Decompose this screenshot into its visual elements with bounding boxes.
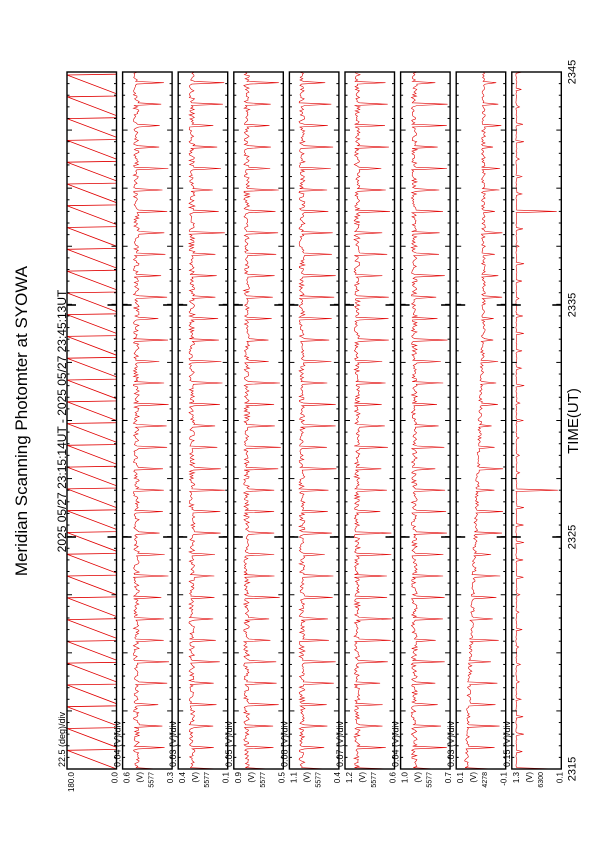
panel-9-wavelength: 6300	[538, 772, 545, 788]
panel-2-wavelength: 5577	[149, 772, 156, 788]
panel-8-wavelength: 4278	[482, 772, 489, 788]
x-tick-label: 2345	[566, 60, 578, 84]
panel-6-trace	[353, 71, 392, 770]
panel-5-unit: (V)	[302, 772, 311, 783]
x-tick-label: 2325	[566, 525, 578, 549]
panel-4-ytick-top: 0.9	[234, 771, 243, 783]
panel-1-scale: 22.5 (deg)/div	[57, 711, 67, 767]
panel-8-ytick-top: 0.1	[456, 771, 465, 783]
panel-6-wavelength: 5577	[371, 772, 378, 788]
panel-1-frame	[66, 71, 118, 770]
panel-9-trace	[515, 71, 558, 770]
panel-4-trace	[242, 71, 281, 770]
panel-3-frame	[177, 71, 229, 770]
panel-9-scale: 0.15 (V)/div	[502, 720, 512, 767]
panel-3-ytick-top: 0.4	[178, 771, 187, 783]
panel-9-ytick-top: 1.3	[512, 771, 521, 783]
panel-6-ytick-bottom: 0.6	[389, 771, 398, 783]
panel-2-ytick-bottom: 0.3	[166, 771, 175, 783]
x-tick-label: 2315	[566, 757, 578, 781]
panel-8-ytick-bottom: -0.1	[500, 771, 509, 785]
panel-8-frame	[455, 71, 507, 770]
panel-3-scale: 0.03 (V)/div	[168, 720, 178, 767]
panel-5-trace	[298, 71, 337, 770]
panel-3-ytick-bottom: 0.1	[222, 771, 231, 783]
panel-4-frame	[233, 71, 285, 770]
panel-9-frame	[511, 71, 562, 770]
panel-1-ytick-bottom: 0.0	[111, 771, 120, 783]
panel-4-wavelength: 5577	[260, 772, 267, 788]
panel-7-ytick-bottom: 0.7	[444, 771, 453, 783]
panel-7-frame	[399, 71, 451, 770]
panel-5-ytick-bottom: 0.4	[333, 771, 342, 783]
panel-1-ytick-top: 180.0	[67, 771, 76, 792]
panel-2-trace	[132, 71, 170, 770]
panel-1-trace	[66, 73, 117, 770]
panel-6-frame	[344, 71, 396, 770]
panel-4-ytick-bottom: 0.5	[277, 771, 286, 783]
panel-2-unit: (V)	[136, 772, 145, 783]
panel-5-scale: 0.08 (V)/div	[279, 720, 289, 767]
x-tick-label: 2335	[566, 293, 578, 317]
panel-6-scale: 0.07 (V)/div	[335, 720, 345, 767]
panel-7-wavelength: 5577	[427, 772, 434, 788]
panel-9-ytick-bottom: 0.1	[555, 771, 564, 783]
panel-2-ytick-top: 0.6	[123, 771, 132, 783]
panel-9-unit: (V)	[525, 772, 534, 783]
panel-7-unit: (V)	[414, 772, 423, 783]
panel-4-unit: (V)	[247, 772, 256, 783]
panel-3-trace	[187, 71, 225, 770]
panel-8-trace	[464, 71, 504, 770]
panel-2-frame	[121, 71, 173, 770]
panel-4-scale: 0.05 (V)/div	[224, 720, 234, 767]
panel-8-scale: 0.03 (V)/div	[446, 720, 456, 767]
panel-3-unit: (V)	[191, 772, 200, 783]
panel-5-frame	[288, 71, 340, 770]
panel-2-scale: 0.04 (V)/div	[113, 720, 123, 767]
panel-5-wavelength: 5577	[315, 772, 322, 788]
panel-8-unit: (V)	[469, 772, 478, 783]
x-axis-label: TIME(UT)	[565, 388, 582, 454]
panel-7-ytick-top: 1.0	[401, 771, 410, 783]
panel-7-scale: 0.04 (V)/div	[391, 720, 401, 767]
panel-5-ytick-top: 1.1	[289, 771, 298, 783]
panel-3-wavelength: 5577	[204, 772, 211, 788]
panel-6-ytick-top: 1.2	[345, 771, 354, 783]
panel-7-trace	[410, 71, 448, 770]
panel-6-unit: (V)	[358, 772, 367, 783]
